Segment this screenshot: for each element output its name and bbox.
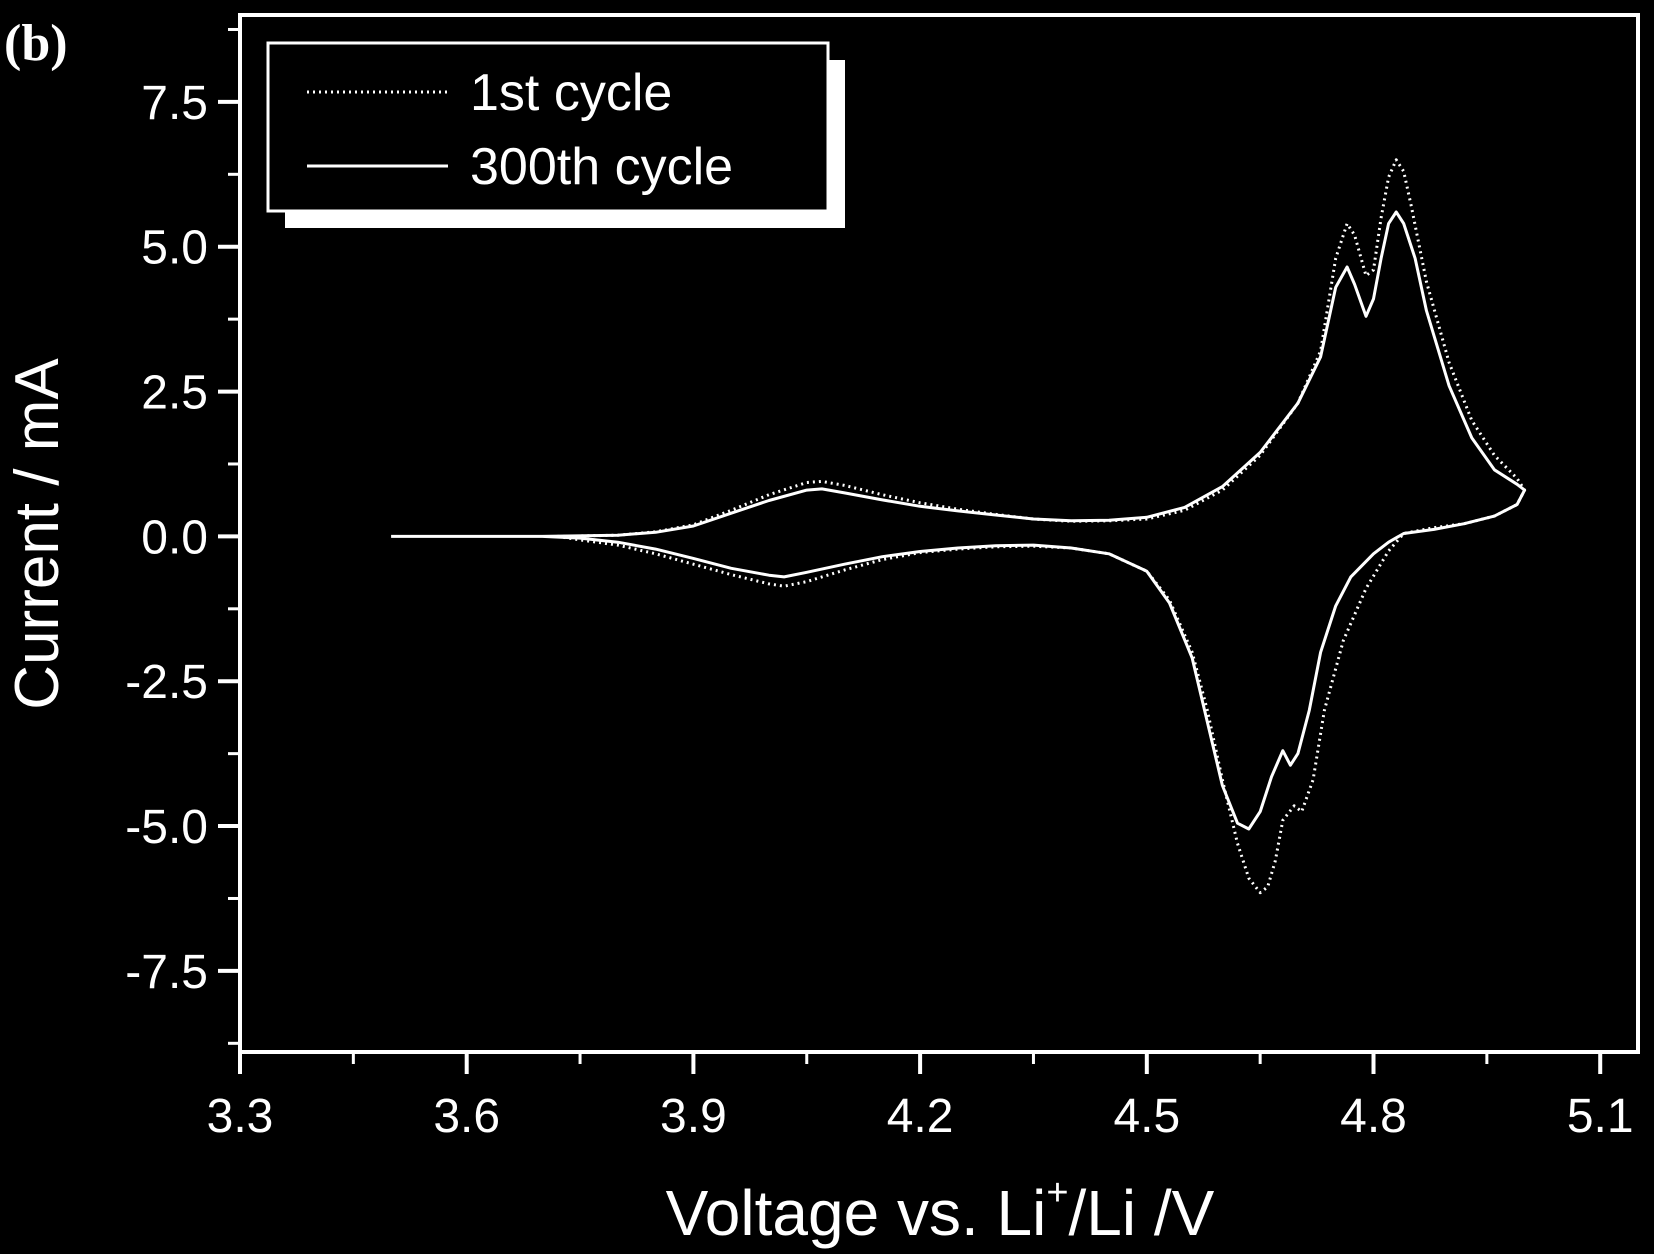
y-tick-label: -2.5 [125, 656, 208, 709]
y-tick-label: 2.5 [141, 367, 208, 420]
x-axis-title-suffix: /Li /V [1069, 1177, 1215, 1249]
plot-frame [238, 13, 1640, 1054]
y-axis-title: Current / mA [3, 358, 72, 710]
x-tick-labels: 3.3 3.6 3.9 4.2 4.5 4.8 5.1 [207, 1090, 1634, 1143]
legend-label-1st-cycle: 1st cycle [470, 64, 672, 122]
y-tick-labels: 7.5 5.0 2.5 0.0 -2.5 -5.0 -7.5 [125, 77, 208, 999]
x-tick-label: 5.1 [1567, 1090, 1634, 1143]
x-tick-label: 3.9 [660, 1090, 727, 1143]
y-tick-label: 7.5 [141, 77, 208, 130]
y-tick-label: 5.0 [141, 222, 208, 275]
panel-label: (b) [4, 15, 68, 72]
legend: 1st cycle 300th cycle [266, 41, 845, 228]
x-tick-label: 3.3 [207, 1090, 274, 1143]
y-tick-label: -7.5 [125, 946, 208, 999]
x-axis-title-superscript: + [1046, 1172, 1068, 1214]
series-line-300th-cycle [391, 210, 1527, 831]
legend-label-300th-cycle: 300th cycle [470, 138, 733, 196]
series-layer [391, 158, 1527, 895]
x-tick-label: 3.6 [433, 1090, 500, 1143]
x-tick-label: 4.2 [887, 1090, 954, 1143]
y-tick-label: 0.0 [141, 511, 208, 564]
x-axis-title-prefix: Voltage vs. Li [666, 1177, 1047, 1249]
legend-box [266, 41, 830, 213]
x-axis-title: Voltage vs. Li+/Li /V [666, 1172, 1215, 1249]
y-tick-label: -5.0 [125, 801, 208, 854]
x-tick-label: 4.5 [1113, 1090, 1180, 1143]
x-tick-label: 4.8 [1340, 1090, 1407, 1143]
